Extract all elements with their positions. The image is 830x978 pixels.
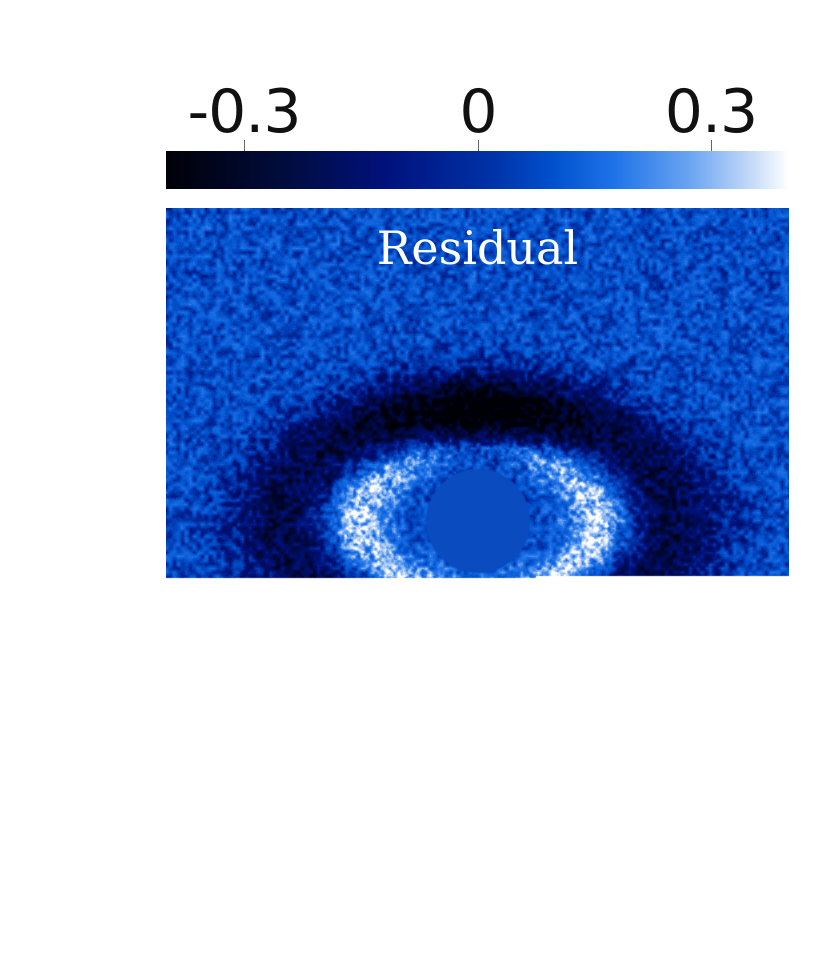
colorbar-tick-zero: [478, 140, 479, 151]
colorbar-tick-pos: [711, 140, 712, 151]
scalebar-physical-label: 140 AU: [268, 772, 408, 816]
colorbar-tick-label-zero: 0: [459, 77, 497, 147]
scalebar-line: [208, 761, 468, 763]
colorbar: [166, 151, 789, 189]
panel-title: Residual: [376, 221, 579, 275]
residual-image-panel: Residual 1" 140 AU: [166, 208, 789, 831]
scalebar-angular-label: 1": [313, 712, 363, 763]
colorbar-tick-label-pos: 0.3: [664, 77, 758, 147]
colorbar-tick-neg: [244, 140, 245, 151]
colorbar-tick-label-neg: -0.3: [187, 77, 301, 147]
residual-image: [166, 208, 789, 831]
